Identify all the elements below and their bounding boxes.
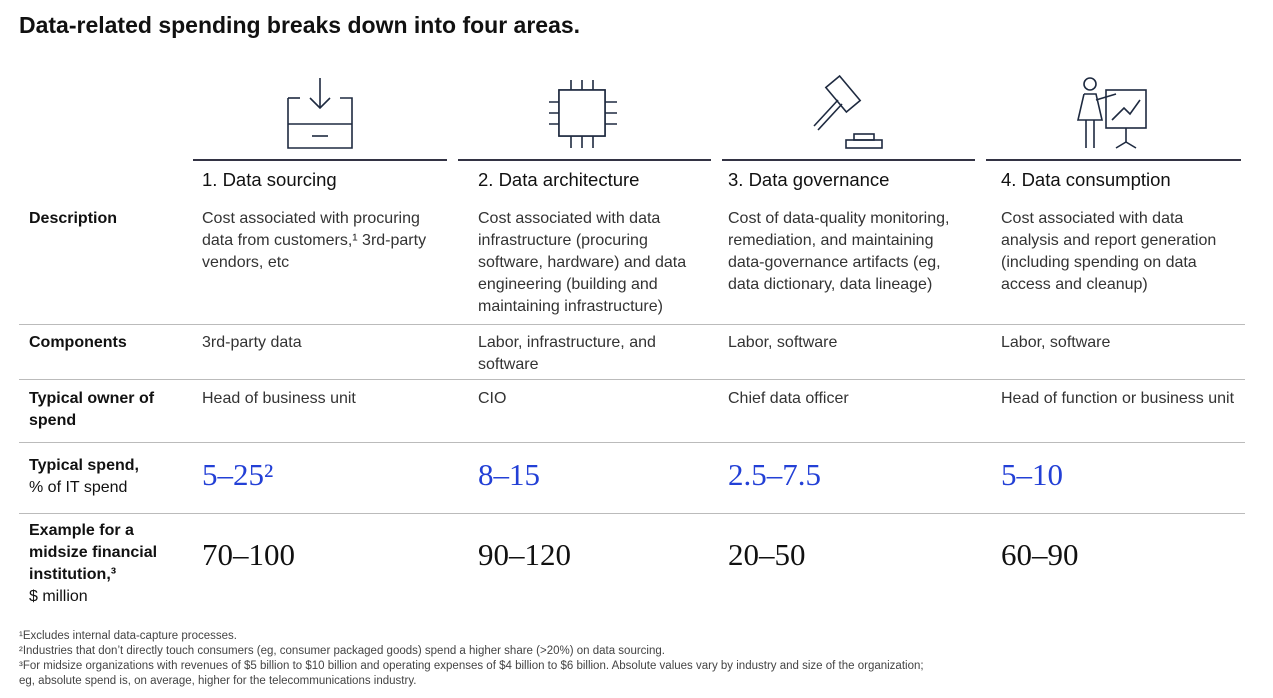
cell: Head of function or business unit [1001,390,1235,407]
cell: Chief data officer [728,390,849,407]
row-label-text: Example for a midsize financial institut… [29,522,158,583]
cell: Labor, software [728,334,838,351]
row-label-text: Typical spend, [29,457,139,474]
icon-governance [813,74,883,149]
row-label: Typical spend, % of IT spend [29,455,169,499]
cell: CIO [478,390,507,407]
cell: 3rd-party data [202,334,302,351]
column-rule [986,159,1241,161]
row-label: Typical owner of spend [29,388,169,432]
column-header: 4. Data consumption [1001,169,1171,190]
row-label-text: Typical owner of spend [29,390,155,429]
column-rule [722,159,975,161]
title: Data-related spending breaks down into f… [19,12,581,38]
column-header: 1. Data sourcing [202,169,337,190]
icon-consumption [1076,77,1147,149]
column-rule [193,159,447,161]
icon-sourcing [287,78,353,149]
cell: Labor, software [1001,334,1111,351]
row-label-text: Components [29,334,127,351]
cell: 2.5–7.5 [728,457,821,492]
row-unit: % of IT spend [29,479,128,496]
cell: Cost associated with data infrastructure… [478,210,687,315]
cell: Cost associated with procuring data from… [202,210,427,271]
row-label: Example for a midsize financial institut… [29,520,169,608]
cell: Head of business unit [202,390,356,407]
footnote: ¹Excludes internal data-capture processe… [19,630,237,642]
column-rule [458,159,711,161]
row-rule [19,379,1245,380]
cell: 8–15 [478,457,540,492]
column-header: 2. Data architecture [478,169,640,190]
row-rule [19,513,1245,514]
cell: 90–120 [478,537,571,572]
row-unit: $ million [29,588,88,605]
cell: Labor, infrastructure, and software [478,334,656,373]
cell: 20–50 [728,537,806,572]
cell: 5–10 [1001,457,1063,492]
cell: 60–90 [1001,537,1079,572]
footnote: ³For midsize organizations with revenues… [19,660,924,687]
footnote: ²Industries that don’t directly touch co… [19,645,665,657]
cell: Cost of data-quality monitoring, remedia… [728,210,950,293]
row-label: Description [29,208,169,230]
column-header: 3. Data governance [728,169,890,190]
row-rule [19,442,1245,443]
icon-architecture [549,80,617,148]
row-label-text: Description [29,210,118,227]
row-rule [19,324,1245,325]
cell: 5–25² [202,457,274,492]
cell: 70–100 [202,537,295,572]
cell: Cost associated with data analysis and r… [1001,210,1217,293]
row-label: Components [29,332,169,354]
